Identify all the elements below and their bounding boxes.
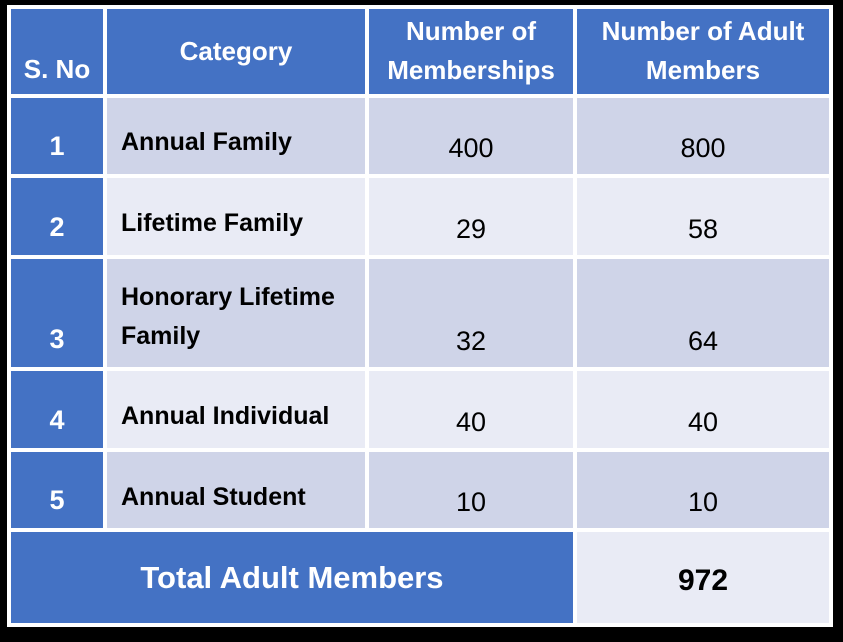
category-cell: Annual Individual	[107, 371, 365, 448]
table-row: 5 Annual Student 10 10	[11, 451, 829, 529]
sno-cell: 5	[11, 451, 103, 529]
total-row: Total Adult Members 972	[11, 532, 829, 623]
sno-cell: 4	[11, 371, 103, 448]
category-cell: Annual Student	[107, 451, 365, 529]
table-row: 1 Annual Family 400 800	[11, 97, 829, 175]
category-cell: Annual Family	[107, 97, 365, 175]
category-cell: Honorary Lifetime Family	[107, 258, 365, 368]
header-cell-category: Category	[107, 9, 365, 94]
table-background: S. No Category Number of Memberships Num…	[7, 5, 833, 627]
category-cell: Lifetime Family	[107, 178, 365, 255]
header-cell-memberships: Number of Memberships	[369, 9, 573, 94]
table-row: 4 Annual Individual 40 40	[11, 371, 829, 448]
sno-cell: 3	[11, 258, 103, 368]
header-row: S. No Category Number of Memberships Num…	[11, 9, 829, 94]
adult-members-cell: 58	[577, 178, 829, 255]
sno-cell: 1	[11, 97, 103, 175]
table-row: 2 Lifetime Family 29 58	[11, 178, 829, 255]
table-row: 3 Honorary Lifetime Family 32 64	[11, 258, 829, 368]
adult-members-cell: 10	[577, 451, 829, 529]
header-cell-adult-members: Number of Adult Members	[577, 9, 829, 94]
total-label: Total Adult Members	[11, 532, 573, 623]
total-value: 972	[577, 532, 829, 623]
memberships-cell: 32	[369, 258, 573, 368]
memberships-cell: 40	[369, 371, 573, 448]
adult-members-cell: 800	[577, 97, 829, 175]
adult-members-cell: 40	[577, 371, 829, 448]
membership-table: S. No Category Number of Memberships Num…	[7, 5, 833, 627]
memberships-cell: 29	[369, 178, 573, 255]
adult-members-cell: 64	[577, 258, 829, 368]
memberships-cell: 10	[369, 451, 573, 529]
memberships-cell: 400	[369, 97, 573, 175]
header-cell-sno: S. No	[11, 9, 103, 94]
sno-cell: 2	[11, 178, 103, 255]
